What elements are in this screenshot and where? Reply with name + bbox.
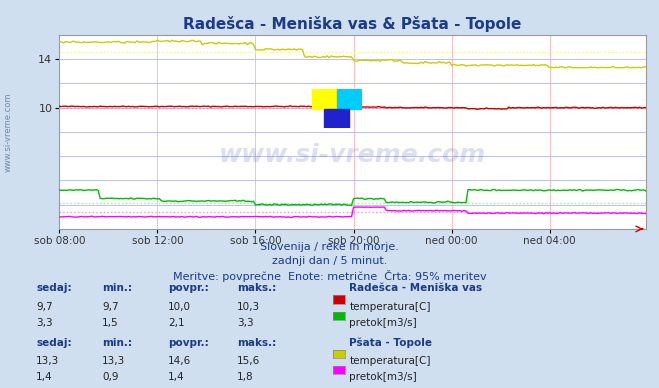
Title: Radešca - Meniška vas & Pšata - Topole: Radešca - Meniška vas & Pšata - Topole [183,16,522,32]
Text: zadnji dan / 5 minut.: zadnji dan / 5 minut. [272,256,387,266]
Text: 1,8: 1,8 [237,372,254,383]
Text: 10,3: 10,3 [237,302,260,312]
Text: pretok[m3/s]: pretok[m3/s] [349,372,417,383]
Text: 1,5: 1,5 [102,318,119,328]
Text: pretok[m3/s]: pretok[m3/s] [349,318,417,328]
Text: temperatura[C]: temperatura[C] [349,356,431,366]
Text: povpr.:: povpr.: [168,338,209,348]
Text: Meritve: povprečne  Enote: metrične  Črta: 95% meritev: Meritve: povprečne Enote: metrične Črta:… [173,270,486,282]
Text: min.:: min.: [102,283,132,293]
Text: 0,9: 0,9 [102,372,119,383]
Bar [337,89,362,109]
Text: maks.:: maks.: [237,283,277,293]
Text: 2,1: 2,1 [168,318,185,328]
Bar [324,109,349,128]
Text: 1,4: 1,4 [168,372,185,383]
Text: 3,3: 3,3 [237,318,254,328]
Text: Radešca - Meniška vas: Radešca - Meniška vas [349,283,482,293]
Text: temperatura[C]: temperatura[C] [349,302,431,312]
Text: povpr.:: povpr.: [168,283,209,293]
Text: Pšata - Topole: Pšata - Topole [349,338,432,348]
Text: 10,0: 10,0 [168,302,191,312]
Text: sedaj:: sedaj: [36,338,72,348]
Text: www.si-vreme.com: www.si-vreme.com [219,143,486,167]
Text: 9,7: 9,7 [36,302,53,312]
Text: maks.:: maks.: [237,338,277,348]
Text: 14,6: 14,6 [168,356,191,366]
Bar [312,89,337,109]
Text: 9,7: 9,7 [102,302,119,312]
Text: 13,3: 13,3 [36,356,59,366]
Text: 1,4: 1,4 [36,372,53,383]
Text: Slovenija / reke in morje.: Slovenija / reke in morje. [260,242,399,253]
Text: 15,6: 15,6 [237,356,260,366]
Text: 3,3: 3,3 [36,318,53,328]
Text: sedaj:: sedaj: [36,283,72,293]
Text: 13,3: 13,3 [102,356,125,366]
Text: min.:: min.: [102,338,132,348]
Text: www.si-vreme.com: www.si-vreme.com [3,92,13,171]
